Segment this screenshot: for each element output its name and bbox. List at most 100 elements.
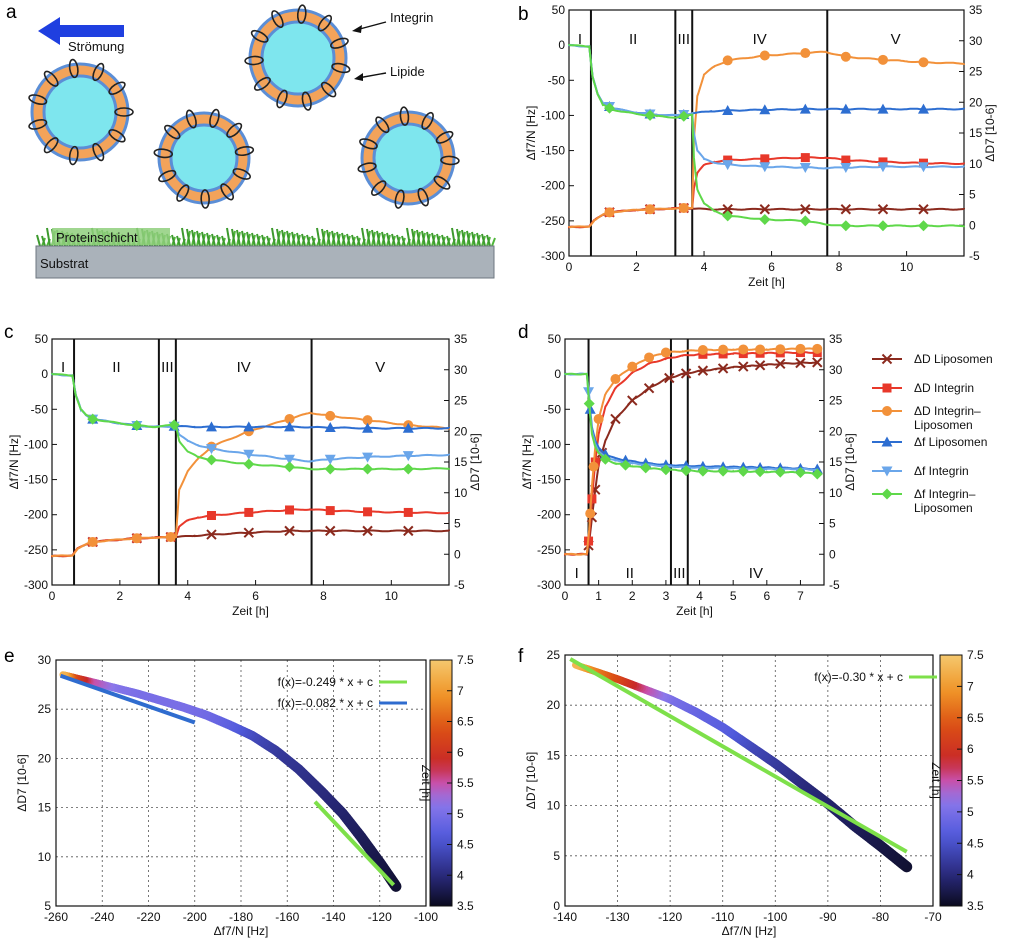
data-point	[718, 344, 729, 355]
x-tick-label: 3	[663, 589, 670, 603]
y-right-tick-label: 0	[969, 218, 976, 232]
plot-frame	[55, 659, 427, 907]
data-point	[644, 352, 655, 363]
data-point-stroke	[284, 525, 295, 537]
y-right-tick-label: 30	[454, 363, 468, 377]
y-right-tick-label: 35	[969, 3, 983, 17]
data-point	[593, 413, 604, 424]
protein-blade	[381, 231, 386, 247]
y-left-tick-label: 50	[552, 3, 566, 17]
data-point-stroke	[800, 204, 811, 215]
x-tick-label: -260	[44, 910, 68, 924]
y-left-tick-label: -150	[537, 473, 561, 487]
data-point	[878, 157, 888, 167]
data-point	[131, 419, 143, 431]
integrin-molecule	[200, 189, 210, 209]
protein-blade	[211, 233, 216, 247]
colorbar-label: Zeit [h]	[929, 762, 943, 799]
legend-swatch-marker	[881, 353, 893, 365]
legend-label: Liposomen	[914, 501, 973, 515]
data-point	[206, 511, 216, 521]
data-point	[284, 421, 296, 432]
x-axis-label: Zeit [h]	[676, 604, 713, 618]
integrin-molecule	[234, 145, 255, 157]
data-point	[403, 507, 413, 517]
data-point-stroke	[754, 360, 766, 371]
colorbar-tick-label: 5	[967, 805, 974, 819]
data-point	[325, 506, 335, 516]
series-line	[568, 43, 965, 170]
x-tick-label: -220	[136, 910, 160, 924]
x-axis-label: Zeit [h]	[232, 604, 269, 618]
data-point	[722, 105, 734, 116]
data-point-stroke	[775, 358, 786, 370]
y-right-tick-label: 35	[454, 332, 468, 346]
legend-label: Δf Integrin	[914, 464, 969, 478]
data-point	[243, 449, 255, 460]
y-left-tick-label: -100	[541, 108, 565, 122]
data-point	[697, 345, 708, 356]
y-right-axis-label: ΔD7 [10-6]	[468, 433, 482, 490]
y-axis-label: ΔD7 [10-6]	[15, 754, 29, 811]
data-point-stroke	[643, 382, 655, 394]
protein-blade	[436, 233, 441, 247]
data-point	[840, 51, 851, 62]
x-tick-label: 0	[562, 589, 569, 603]
integrin-molecule	[92, 142, 105, 162]
protein-blade	[456, 228, 461, 247]
protein-blade	[306, 234, 311, 247]
y-left-tick-label: 0	[41, 367, 48, 381]
data-point	[402, 463, 414, 475]
protein-blade	[291, 231, 296, 247]
data-point	[877, 54, 888, 65]
data-point	[800, 204, 811, 215]
y-left-tick-label: -250	[541, 214, 565, 228]
x-tick-label: -180	[229, 910, 253, 924]
colorbar-tick-label: 6	[967, 742, 974, 756]
data-point	[774, 466, 786, 478]
y-right-tick-label: 5	[829, 517, 836, 531]
integrin-molecule	[158, 169, 177, 183]
integrin-molecule	[421, 111, 434, 130]
y-tick-label: 15	[547, 748, 561, 762]
integrin-molecule	[253, 76, 271, 91]
protein-blade	[331, 230, 336, 247]
data-point	[402, 451, 414, 462]
data-point	[759, 50, 770, 61]
y-right-tick-label: -5	[969, 249, 980, 263]
phase-label: III	[673, 565, 686, 582]
data-point-stroke	[664, 372, 675, 384]
x-tick-label: 10	[385, 589, 399, 603]
protein-blade	[176, 235, 181, 247]
panel-label-b: b	[518, 4, 529, 25]
data-point	[87, 536, 98, 547]
integrin-molecule	[164, 124, 181, 140]
data-point-stroke	[243, 527, 255, 538]
y-right-tick-label: 10	[454, 486, 468, 500]
y-right-tick-label: 10	[969, 157, 983, 171]
protein-blade	[426, 231, 431, 247]
integrin-pointer: Integrin	[352, 10, 433, 33]
phase-label: IV	[237, 359, 251, 376]
y-right-tick-label: 20	[454, 424, 468, 438]
legend-label: Liposomen	[914, 418, 973, 432]
y-right-tick-label: 20	[829, 424, 843, 438]
x-tick-label: 2	[633, 260, 640, 274]
data-point	[799, 103, 811, 114]
data-point-stroke	[627, 395, 638, 406]
data-point	[877, 103, 889, 114]
x-tick-label: -200	[183, 910, 207, 924]
legend-swatch-marker	[881, 436, 893, 447]
data-point-stroke	[206, 529, 217, 540]
plot-frame	[564, 654, 934, 907]
data-point	[243, 527, 255, 538]
x-tick-label: 7	[797, 589, 804, 603]
protein-blade	[311, 235, 316, 247]
y-right-tick-label: -5	[454, 578, 465, 592]
data-point-stroke	[812, 357, 823, 368]
integrin-molecule	[296, 4, 307, 24]
y-right-tick-label: -5	[829, 578, 840, 592]
protein-blade	[216, 234, 221, 247]
pointer-arrowhead-icon	[352, 25, 362, 33]
data-point	[325, 410, 336, 421]
